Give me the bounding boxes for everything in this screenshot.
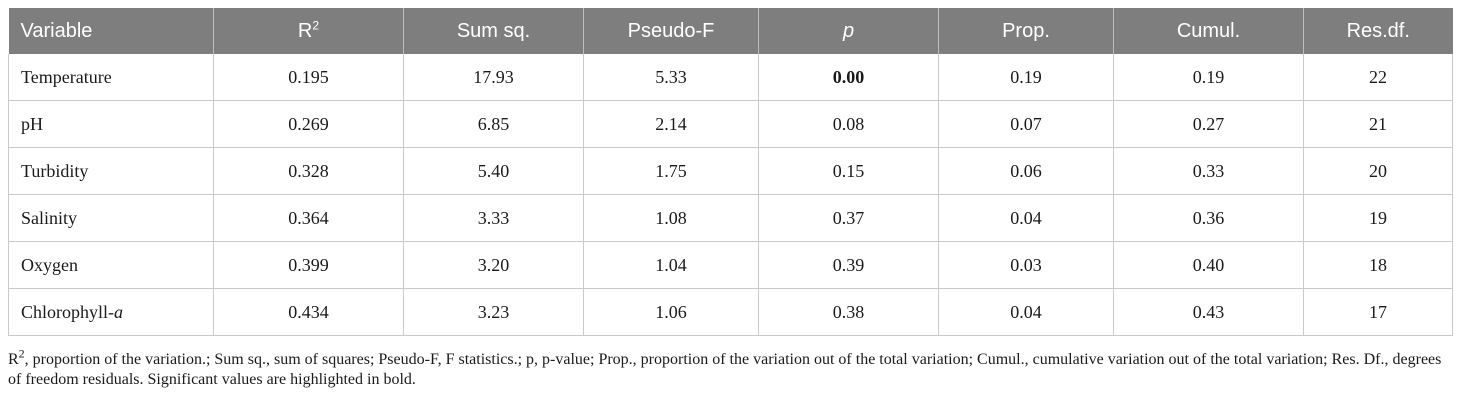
header-r2: R2: [213, 8, 404, 54]
results-table-container: Variable R2 Sum sq. Pseudo-F p Prop. Cum…: [8, 8, 1453, 336]
cell-sum-sq: 17.93: [403, 54, 584, 101]
cell-res-df: 19: [1303, 194, 1453, 242]
cell-r2: 0.399: [213, 241, 404, 289]
variable-name: Oxygen: [21, 254, 78, 275]
cell-r2: 0.269: [213, 100, 404, 148]
cell-sum-sq: 5.40: [403, 147, 584, 195]
cell-sum-sq: 3.20: [403, 241, 584, 289]
footnote-r2-base: R: [8, 351, 19, 368]
cell-cumul: 0.33: [1113, 147, 1304, 195]
footnote-r2-sup: 2: [18, 346, 25, 361]
table-row: Turbidity 0.328 5.40 1.75 0.15 0.06 0.33…: [8, 147, 1453, 195]
variable-name: Salinity: [21, 207, 78, 228]
cell-res-df: 17: [1303, 288, 1453, 336]
cell-r2: 0.195: [213, 54, 404, 101]
cell-sum-sq: 6.85: [403, 100, 584, 148]
cell-pseudo-f: 1.06: [583, 288, 759, 336]
table-row: Temperature 0.195 17.93 5.33 0.00 0.19 0…: [8, 54, 1453, 101]
header-r2-base: R: [297, 19, 313, 42]
cell-variable: Turbidity: [8, 147, 214, 195]
cell-cumul: 0.40: [1113, 241, 1304, 289]
cell-sum-sq: 3.23: [403, 288, 584, 336]
header-p: p: [758, 8, 939, 54]
header-cumul: Cumul.: [1113, 8, 1304, 54]
cell-variable: Temperature: [8, 54, 214, 101]
cell-p-significant: 0.00: [758, 54, 939, 101]
cell-cumul: 0.36: [1113, 194, 1304, 242]
variable-name: Temperature: [21, 66, 112, 87]
cell-cumul: 0.19: [1113, 54, 1304, 101]
results-table: Variable R2 Sum sq. Pseudo-F p Prop. Cum…: [8, 8, 1453, 336]
cell-r2: 0.328: [213, 147, 404, 195]
table-header-row: Variable R2 Sum sq. Pseudo-F p Prop. Cum…: [8, 8, 1453, 54]
cell-variable: Salinity: [8, 194, 214, 242]
cell-pseudo-f: 1.75: [583, 147, 759, 195]
cell-p: 0.38: [758, 288, 939, 336]
header-r2-sup: 2: [312, 17, 320, 32]
cell-r2: 0.364: [213, 194, 404, 242]
variable-name: Turbidity: [21, 160, 89, 181]
cell-variable: Chlorophyll-a: [8, 288, 214, 336]
cell-sum-sq: 3.33: [403, 194, 584, 242]
cell-p: 0.15: [758, 147, 939, 195]
cell-res-df: 21: [1303, 100, 1453, 148]
cell-prop: 0.07: [938, 100, 1114, 148]
header-prop: Prop.: [938, 8, 1114, 54]
table-row: Salinity 0.364 3.33 1.08 0.37 0.04 0.36 …: [8, 194, 1453, 242]
cell-variable: pH: [8, 100, 214, 148]
header-pseudo-f: Pseudo-F: [583, 8, 759, 54]
cell-p: 0.37: [758, 194, 939, 242]
cell-prop: 0.04: [938, 194, 1114, 242]
header-sum-sq: Sum sq.: [403, 8, 584, 54]
variable-name-italic-suffix: a: [114, 301, 123, 322]
cell-prop: 0.06: [938, 147, 1114, 195]
cell-pseudo-f: 1.04: [583, 241, 759, 289]
table-row: Oxygen 0.399 3.20 1.04 0.39 0.03 0.40 18: [8, 241, 1453, 289]
cell-pseudo-f: 1.08: [583, 194, 759, 242]
table-row: pH 0.269 6.85 2.14 0.08 0.07 0.27 21: [8, 100, 1453, 148]
table-footnote: R2, proportion of the variation.; Sum sq…: [8, 346, 1452, 390]
cell-variable: Oxygen: [8, 241, 214, 289]
table-row: Chlorophyll-a 0.434 3.23 1.06 0.38 0.04 …: [8, 288, 1453, 336]
header-variable: Variable: [20, 19, 93, 42]
cell-prop: 0.04: [938, 288, 1114, 336]
cell-p: 0.39: [758, 241, 939, 289]
cell-r2: 0.434: [213, 288, 404, 336]
cell-cumul: 0.43: [1113, 288, 1304, 336]
variable-name: Chlorophyll-: [21, 301, 114, 322]
variable-name: pH: [21, 113, 43, 134]
cell-pseudo-f: 2.14: [583, 100, 759, 148]
cell-prop: 0.03: [938, 241, 1114, 289]
cell-res-df: 20: [1303, 147, 1453, 195]
footnote-text: , proportion of the variation.; Sum sq.,…: [8, 351, 1442, 388]
header-res-df: Res.df.: [1303, 8, 1453, 54]
cell-res-df: 22: [1303, 54, 1453, 101]
cell-prop: 0.19: [938, 54, 1114, 101]
cell-pseudo-f: 5.33: [583, 54, 759, 101]
cell-res-df: 18: [1303, 241, 1453, 289]
cell-cumul: 0.27: [1113, 100, 1304, 148]
cell-p: 0.08: [758, 100, 939, 148]
